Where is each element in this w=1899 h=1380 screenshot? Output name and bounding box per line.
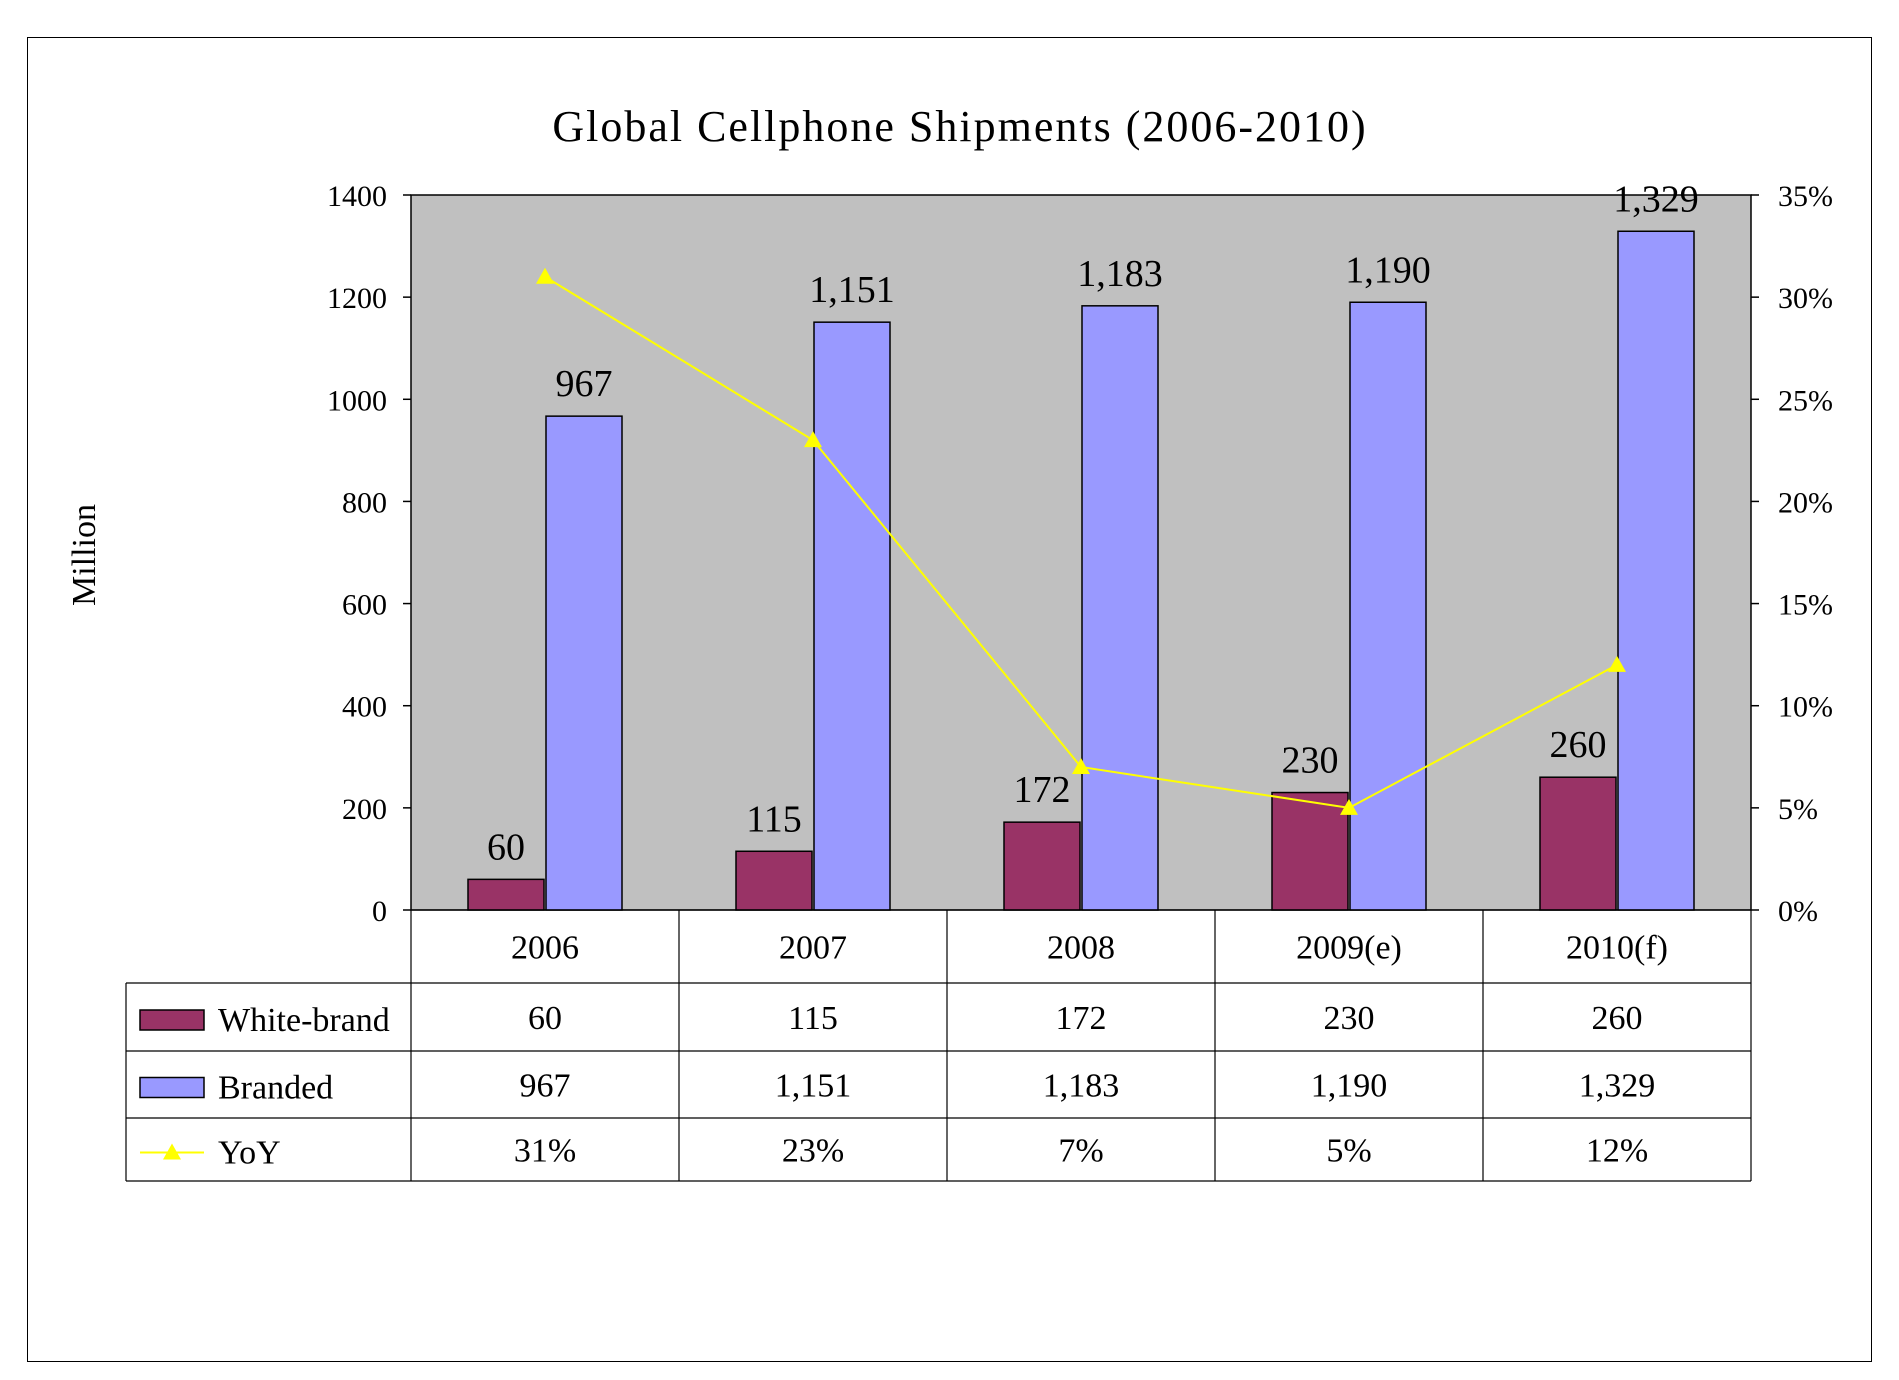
branded-bar (1081, 305, 1159, 911)
x-category-label: 2008 (1047, 930, 1115, 967)
yoy-marker (1608, 655, 1626, 672)
table-cell-value: 7% (1058, 1133, 1103, 1170)
bar-value-label: 967 (556, 363, 613, 405)
y-tick-label: 200 (342, 793, 387, 826)
white-brand-bar (467, 878, 545, 911)
bar-value-label: 260 (1550, 724, 1607, 766)
branded-bar (813, 321, 891, 911)
white-brand-bar (1271, 791, 1349, 911)
legend-label: White-brand (218, 1002, 390, 1039)
yoy-marker (804, 431, 822, 448)
y2-tick-label: 30% (1778, 282, 1833, 315)
y-tick-label: 800 (342, 486, 387, 519)
table-cell-value: 60 (528, 1000, 562, 1037)
yoy-marker (1072, 758, 1090, 774)
y2-tick-label: 10% (1778, 691, 1833, 724)
table-cell-value: 967 (520, 1068, 571, 1105)
branded-bar (1617, 230, 1695, 911)
plot-area: 0 200 400 600 800 1000 1200 1400 0% 5% 10% 15% 20% 25… (327, 178, 1833, 928)
legend-label: YoY (218, 1135, 281, 1172)
yoy-marker (536, 267, 554, 284)
table-cell-value: 1,183 (1043, 1068, 1120, 1105)
yoy-marker (1340, 798, 1358, 815)
y2-tick-label: 15% (1778, 589, 1833, 622)
bar-value-label: 1,183 (1077, 253, 1163, 295)
y-tick-label: 1400 (327, 180, 387, 213)
chart-frame (27, 37, 1872, 1362)
legend-label: Branded (218, 1070, 333, 1107)
y2-tick-label: 5% (1778, 793, 1818, 826)
legend-key-yoy-marker (163, 1143, 181, 1160)
y-tick-label: 1200 (327, 282, 387, 315)
y2-tick-label: 25% (1778, 384, 1833, 417)
bar-value-label: 1,329 (1613, 178, 1699, 220)
table-cell-value: 23% (782, 1133, 844, 1170)
branded-bar (1349, 301, 1427, 911)
y-tick-label: 0 (372, 895, 387, 928)
table-cell-value: 31% (514, 1133, 576, 1170)
legend-key-branded (139, 1076, 205, 1099)
bar-value-label: 115 (746, 798, 802, 840)
data-table: 2006 2007 2008 2009(e) 2010(f) White-brand 60 1… (125, 909, 1752, 1182)
x-category-label: 2010(f) (1566, 930, 1668, 967)
table-cell-value: 12% (1586, 1133, 1648, 1170)
table-cell-value: 1,329 (1579, 1068, 1656, 1105)
white-brand-bar (735, 850, 813, 911)
bar-value-label: 60 (487, 826, 525, 868)
bar-value-label: 1,190 (1345, 249, 1431, 291)
table-cell-value: 1,151 (775, 1068, 852, 1105)
x-category-label: 2006 (511, 930, 579, 967)
chart-title: Global Cellphone Shipments (2006-2010) (552, 102, 1367, 151)
bar-value-label: 172 (1014, 769, 1071, 811)
table-cell-value: 5% (1326, 1133, 1371, 1170)
plot-background (410, 194, 1752, 911)
x-category-label: 2009(e) (1296, 930, 1402, 967)
y-tick-label: 400 (342, 691, 387, 724)
y2-tick-label: 0% (1778, 895, 1818, 928)
branded-bar (545, 415, 623, 911)
x-category-label: 2007 (779, 930, 847, 967)
table-cell-value: 230 (1324, 1000, 1375, 1037)
table-cell-value: 1,190 (1311, 1068, 1388, 1105)
y-tick-label: 1000 (327, 384, 387, 417)
y-axis-label: Million (66, 504, 103, 606)
y-tick-label: 600 (342, 589, 387, 622)
table-cell-value: 172 (1056, 1000, 1107, 1037)
white-brand-bar (1003, 821, 1081, 911)
y2-tick-label: 20% (1778, 486, 1833, 519)
table-cell-value: 260 (1592, 1000, 1643, 1037)
table-cell-value: 115 (788, 1000, 838, 1037)
bar-value-label: 230 (1282, 740, 1339, 782)
bar-value-label: 1,151 (809, 269, 895, 311)
y2-tick-label: 35% (1778, 180, 1833, 213)
legend-key-white-brand (139, 1009, 205, 1031)
white-brand-bar (1539, 776, 1617, 911)
